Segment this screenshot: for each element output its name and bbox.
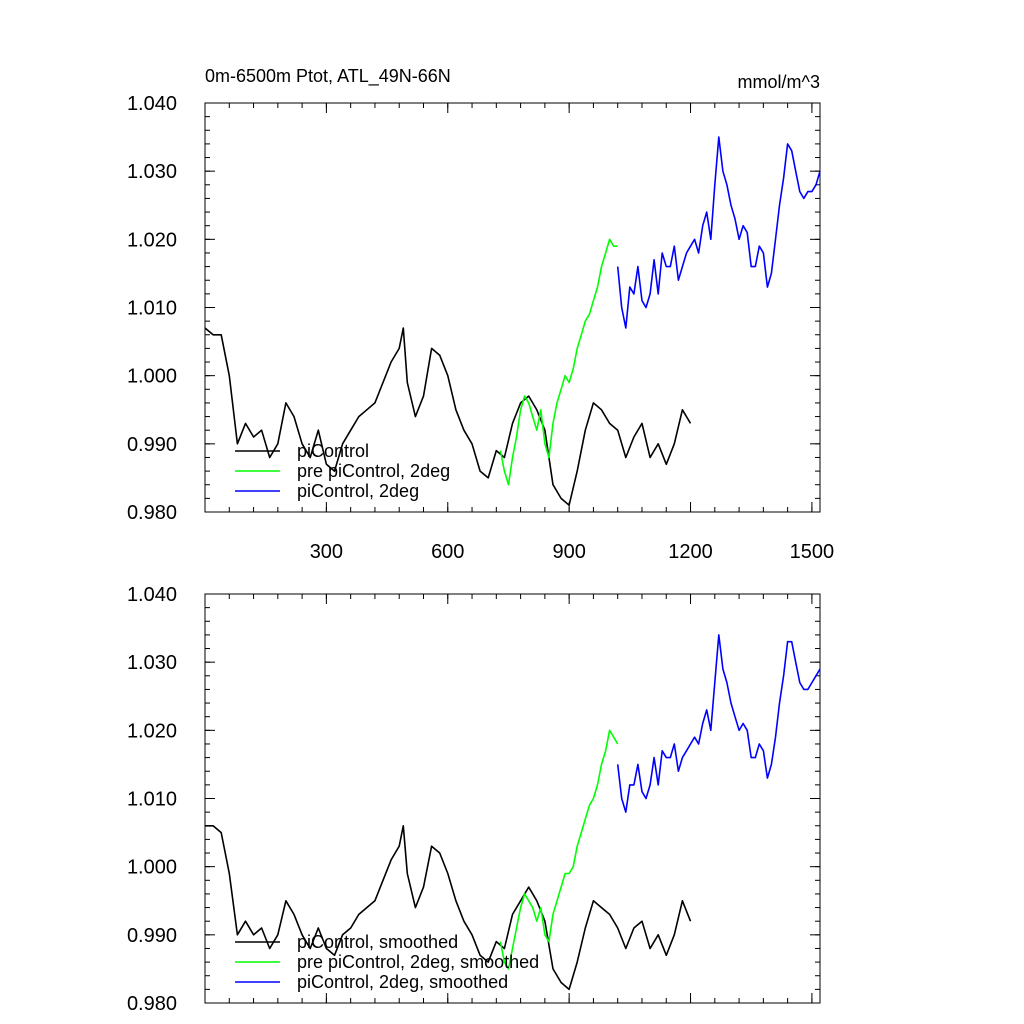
x-tick-label: 600 — [431, 541, 464, 563]
legend-label: piControl, smoothed — [297, 932, 458, 952]
y-tick-label: 0.980 — [127, 502, 177, 524]
legend-label: piControl — [297, 441, 369, 461]
x-tick-label: 1200 — [668, 541, 713, 563]
y-tick-label: 1.030 — [127, 161, 177, 183]
y-tick-label: 1.020 — [127, 720, 177, 742]
y-tick-label: 0.990 — [127, 925, 177, 947]
y-tick-label: 1.000 — [127, 857, 177, 879]
y-tick-label: 1.030 — [127, 652, 177, 674]
series-line-1 — [499, 729, 619, 970]
chart-units: mmol/m^3 — [738, 72, 820, 92]
legend-label: pre piControl, 2deg — [297, 461, 450, 481]
x-tick-label: 1500 — [790, 541, 835, 563]
bottom-panel: 0.980 0.990 1.000 1.010 1.020 1.030 1.040 piCon… — [127, 584, 821, 1015]
x-tick-label: 300 — [310, 541, 343, 563]
legend-label: piControl, 2deg — [297, 481, 419, 501]
top-panel: 0m-6500m Ptot, ATL_49N-66N mmol/m^3 0.98… — [127, 66, 834, 563]
series-line-1 — [499, 238, 618, 486]
y-tick-label: 1.020 — [127, 229, 177, 251]
series-line-0 — [204, 327, 692, 507]
legend-label: pre piControl, 2deg, smoothed — [297, 952, 539, 972]
y-tick-label: 1.010 — [127, 298, 177, 320]
y-tick-label: 1.040 — [127, 93, 177, 115]
x-tick-label: 900 — [552, 541, 585, 563]
y-tick-label: 0.990 — [127, 434, 177, 456]
series-line-2 — [616, 136, 821, 329]
series-line-2 — [616, 634, 821, 813]
y-tick-label: 1.000 — [127, 366, 177, 388]
y-tick-label: 1.010 — [127, 789, 177, 811]
legend-label: piControl, 2deg, smoothed — [297, 972, 508, 992]
y-tick-label: 1.040 — [127, 584, 177, 606]
chart-title: 0m-6500m Ptot, ATL_49N-66N — [205, 66, 451, 87]
series-line-0 — [205, 824, 692, 991]
y-tick-label: 0.980 — [127, 993, 177, 1015]
